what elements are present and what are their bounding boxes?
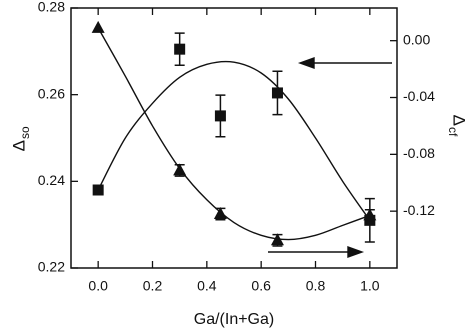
data-point <box>174 43 186 55</box>
x-axis-label: Ga/(In+Ga) <box>194 311 274 328</box>
y-axis-label-sub: so <box>18 126 32 139</box>
data-point <box>271 87 283 99</box>
data-point <box>92 184 104 196</box>
data-point <box>214 110 226 122</box>
y2-tick-label: -0.04 <box>403 88 435 104</box>
y-tick-label: 0.26 <box>38 85 65 101</box>
y-tick-label: 0.28 <box>38 0 65 15</box>
y2-axis-label: Δ <box>450 115 469 126</box>
fit-curve <box>97 27 371 241</box>
data-point <box>213 207 227 220</box>
x-tick-label: 0.6 <box>251 278 271 294</box>
y2-tick-label: -0.12 <box>403 202 435 218</box>
data-point <box>363 208 377 221</box>
plot-frame <box>70 7 398 269</box>
y-axis-label: Δ <box>9 140 28 151</box>
data-point <box>91 20 105 33</box>
data-point <box>270 233 284 246</box>
x-tick-label: 0.8 <box>306 278 326 294</box>
x-tick-label: 0.0 <box>88 278 108 294</box>
x-tick-label: 0.4 <box>197 278 217 294</box>
x-tick-label: 1.0 <box>360 278 380 294</box>
y2-axis-label-sub: cf <box>446 127 460 137</box>
y2-axis-label-group: Δ cf <box>446 115 469 137</box>
x-tick-label: 0.2 <box>143 278 163 294</box>
data-point <box>173 163 187 176</box>
arrow-right <box>268 246 365 258</box>
y-tick-label: 0.24 <box>38 172 65 188</box>
y2-tick-label: -0.08 <box>403 145 435 161</box>
fit-curve <box>97 60 371 221</box>
arrow-left <box>297 57 392 69</box>
y-axis-label-group: Δ so <box>9 126 32 151</box>
y2-tick-label: 0.00 <box>403 31 430 47</box>
y-tick-label: 0.22 <box>38 259 65 275</box>
